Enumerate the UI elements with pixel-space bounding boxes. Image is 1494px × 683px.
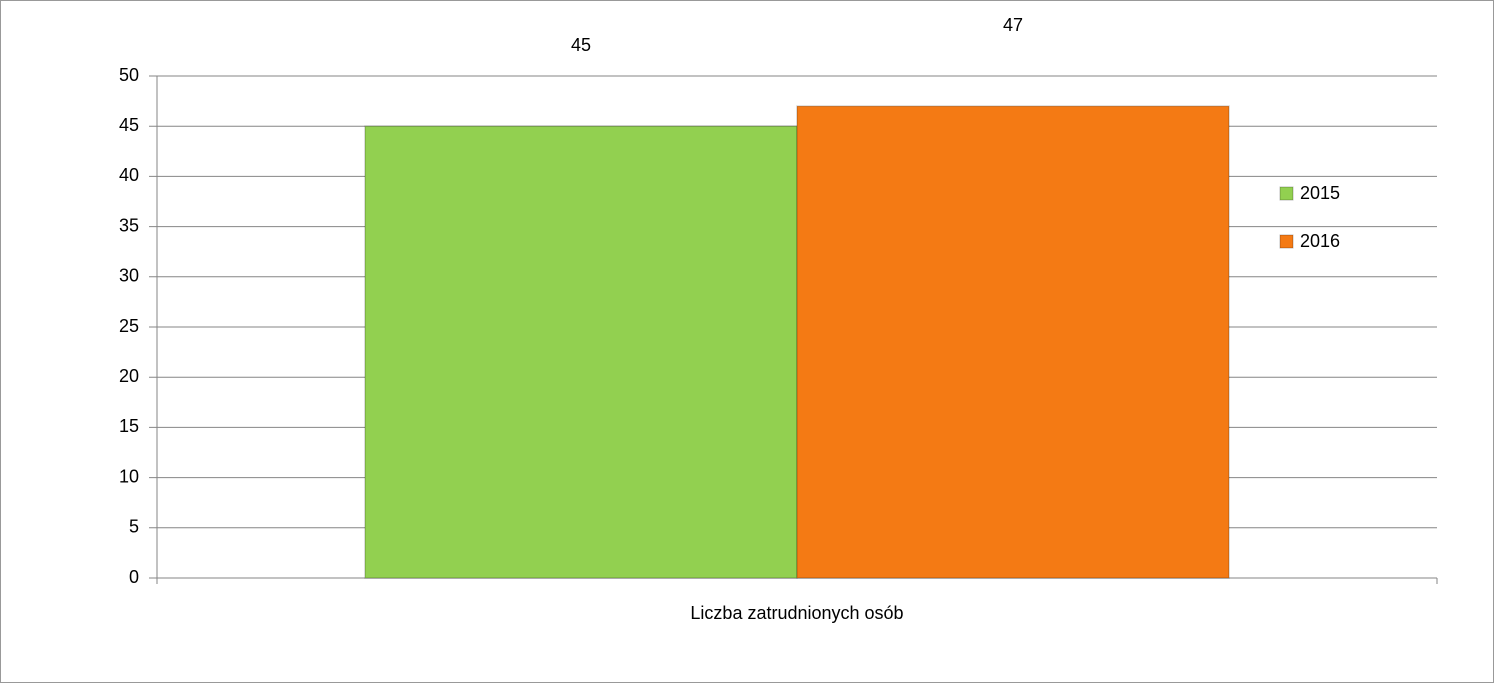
y-tick-label: 50 — [119, 65, 139, 85]
y-tick-label: 5 — [129, 517, 139, 537]
legend-swatch — [1279, 186, 1294, 201]
legend-label: 2015 — [1300, 183, 1340, 203]
value-label: 47 — [1003, 15, 1023, 35]
y-tick-label: 25 — [119, 316, 139, 336]
y-tick-label: 35 — [119, 215, 139, 235]
bar — [364, 125, 798, 579]
value-label: 45 — [571, 35, 591, 55]
y-tick-label: 45 — [119, 115, 139, 135]
legend-swatch — [1279, 234, 1294, 249]
x-tick-label: Liczba zatrudnionych osób — [690, 603, 903, 623]
y-tick-label: 15 — [119, 416, 139, 436]
y-tick-label: 20 — [119, 366, 139, 386]
y-tick-label: 10 — [119, 466, 139, 486]
y-tick-label: 40 — [119, 165, 139, 185]
legend-label: 2016 — [1300, 231, 1340, 251]
y-tick-label: 0 — [129, 567, 139, 587]
y-tick-label: 30 — [119, 266, 139, 286]
bar — [796, 105, 1230, 579]
